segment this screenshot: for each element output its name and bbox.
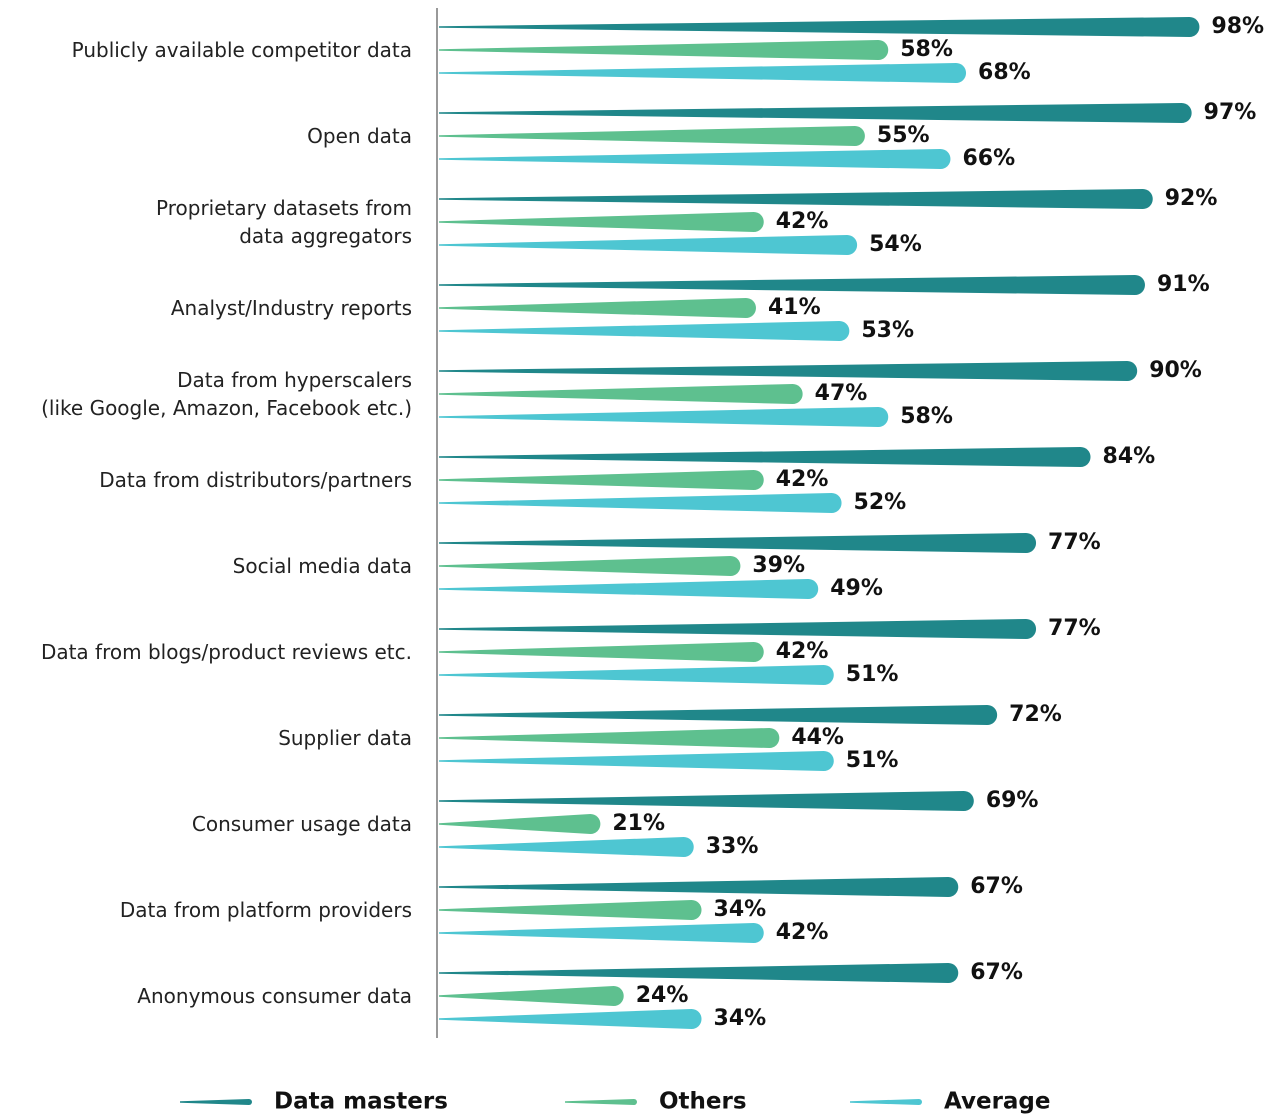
category-label: Data from platform providers (119, 898, 412, 922)
bar (439, 40, 889, 60)
value-label: 66% (962, 146, 1015, 171)
value-label: 54% (869, 232, 922, 257)
legend-swatch (565, 1099, 637, 1105)
category-label: Open data (307, 124, 412, 148)
bar (439, 212, 764, 232)
bar (439, 665, 834, 685)
value-label: 33% (706, 834, 759, 859)
value-label: 92% (1165, 186, 1218, 211)
bar (439, 814, 601, 834)
bar (439, 447, 1091, 467)
bar (439, 751, 834, 771)
bar (439, 1009, 702, 1029)
value-label: 34% (714, 897, 767, 922)
value-label: 55% (877, 123, 930, 148)
category-label: Anonymous consumer data (137, 984, 412, 1008)
bar (439, 407, 889, 427)
bar (439, 556, 741, 576)
bar (439, 877, 959, 897)
legend-label: Average (944, 1089, 1051, 1115)
bar (439, 63, 967, 83)
value-label: 90% (1149, 358, 1202, 383)
bar (439, 149, 951, 169)
bar (439, 533, 1037, 553)
value-label: 84% (1103, 444, 1156, 469)
category-label: Analyst/Industry reports (170, 296, 412, 320)
bar (439, 642, 764, 662)
bar (439, 275, 1145, 295)
bar (439, 923, 764, 943)
value-label: 53% (861, 318, 914, 343)
value-label: 52% (854, 490, 907, 515)
value-label: 98% (1211, 14, 1264, 39)
value-label: 21% (612, 811, 665, 836)
bar (439, 837, 694, 857)
category-label: Data from blogs/product reviews etc. (40, 640, 412, 664)
bar (439, 298, 756, 318)
value-label: 51% (846, 748, 899, 773)
bar (439, 705, 998, 725)
bar (439, 361, 1138, 381)
category-label: Social media data (232, 554, 412, 578)
category-label: Consumer usage data (191, 812, 412, 836)
value-label: 67% (970, 874, 1023, 899)
legend-swatch (850, 1099, 922, 1105)
value-label: 42% (776, 209, 829, 234)
bar (439, 384, 803, 404)
bar (439, 900, 702, 920)
value-label: 91% (1157, 272, 1210, 297)
bar (439, 579, 819, 599)
value-label: 67% (970, 960, 1023, 985)
category-label: Data from distributors/partners (99, 468, 412, 492)
value-label: 42% (776, 639, 829, 664)
value-label: 49% (830, 576, 883, 601)
legend-label: Data masters (274, 1089, 448, 1115)
category-label: Proprietary datasets from data aggregato… (156, 196, 412, 248)
bar (439, 619, 1037, 639)
bar (439, 986, 624, 1006)
bar (439, 470, 764, 490)
value-label: 44% (791, 725, 844, 750)
value-label: 42% (776, 920, 829, 945)
value-label: 42% (776, 467, 829, 492)
bar (439, 126, 865, 146)
category-label: Data from hyperscalers (like Google, Ama… (41, 368, 412, 420)
value-label: 77% (1048, 616, 1101, 641)
bar (439, 963, 959, 983)
bar (439, 17, 1200, 37)
value-label: 41% (768, 295, 821, 320)
value-label: 77% (1048, 530, 1101, 555)
value-label: 24% (636, 983, 689, 1008)
legend-label: Others (659, 1089, 747, 1115)
value-label: 97% (1204, 100, 1257, 125)
value-label: 51% (846, 662, 899, 687)
value-label: 69% (986, 788, 1039, 813)
category-label: Publicly available competitor data (71, 38, 412, 62)
legend-swatch (180, 1099, 252, 1105)
bar (439, 103, 1192, 123)
category-label: Supplier data (278, 726, 412, 750)
bar (439, 321, 850, 342)
bar (439, 791, 974, 811)
bar (439, 493, 842, 513)
bar (439, 728, 780, 748)
value-label: 68% (978, 60, 1031, 85)
value-label: 72% (1009, 702, 1062, 727)
bar (439, 189, 1153, 209)
value-label: 58% (900, 37, 953, 62)
value-label: 39% (752, 553, 805, 578)
value-label: 58% (900, 404, 953, 429)
value-label: 47% (815, 381, 868, 406)
value-label: 34% (714, 1006, 767, 1031)
bar (439, 235, 858, 255)
